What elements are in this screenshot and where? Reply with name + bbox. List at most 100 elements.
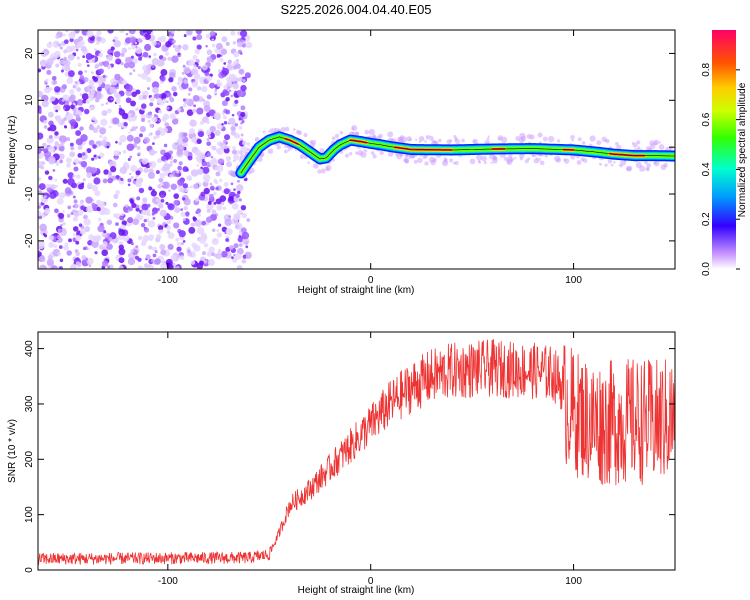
ridge-halo-dot — [277, 128, 282, 132]
ridge-halo-dot — [614, 141, 619, 146]
spectrogram-x-axis-label: Height of straight line (km) — [298, 285, 415, 296]
noise-dot — [43, 125, 48, 129]
noise-dot — [221, 123, 224, 126]
ridge-halo-dot — [601, 136, 607, 142]
noise-dot — [81, 93, 89, 100]
noise-dot — [186, 175, 192, 181]
noise-dot — [172, 91, 178, 97]
ridge-halo-dot — [422, 155, 427, 160]
noise-dot — [233, 154, 240, 161]
snr-x-tick-label: 0 — [368, 576, 374, 587]
noise-dot — [91, 157, 95, 161]
noise-dot — [138, 214, 144, 220]
noise-dot — [142, 95, 147, 100]
noise-dot — [65, 107, 69, 111]
noise-dot — [78, 223, 83, 227]
noise-dot — [231, 113, 235, 117]
noise-dot — [215, 186, 219, 191]
noise-dot — [158, 177, 164, 183]
noise-dot — [53, 244, 58, 248]
noise-dot — [231, 256, 234, 260]
noise-dot — [216, 232, 223, 238]
noise-dot — [176, 241, 181, 246]
ridge-halo-dot — [653, 141, 658, 146]
noise-dot — [232, 65, 237, 70]
noise-dot — [214, 180, 219, 185]
noise-dot — [72, 209, 76, 213]
noise-dot — [238, 77, 243, 82]
noise-dot — [74, 30, 80, 34]
noise-dot — [189, 185, 193, 189]
noise-dot — [175, 266, 180, 269]
noise-dot — [151, 207, 159, 215]
noise-dot — [82, 99, 87, 104]
noise-dot — [148, 149, 156, 156]
ridge-halo-dot — [280, 127, 286, 132]
noise-dot — [138, 205, 142, 208]
noise-dot — [242, 254, 247, 259]
noise-dot — [127, 158, 131, 161]
noise-dot — [98, 52, 104, 58]
noise-dot — [188, 87, 193, 92]
noise-dot — [169, 113, 176, 120]
noise-dot — [77, 70, 83, 76]
noise-dot — [206, 251, 213, 257]
ridge-halo-dot — [424, 161, 429, 166]
noise-dot — [131, 43, 134, 46]
noise-dot — [118, 257, 125, 264]
noise-dot — [214, 166, 219, 171]
colorbar-tick-label: 0.6 — [701, 112, 712, 126]
noise-dot — [238, 117, 242, 121]
noise-dot — [80, 45, 87, 52]
noise-dot — [225, 155, 232, 162]
noise-dot — [206, 208, 211, 213]
noise-dot — [122, 149, 127, 154]
ridge-halo-dot — [631, 141, 635, 145]
snr-y-tick-label: 0 — [24, 567, 35, 573]
ridge-halo-dot — [663, 162, 668, 168]
noise-dot — [148, 186, 153, 191]
noise-dot — [138, 56, 143, 61]
ridge-halo-dot — [510, 157, 515, 162]
noise-dot — [83, 76, 89, 83]
noise-dot — [222, 139, 228, 144]
noise-dot — [166, 219, 172, 225]
noise-dot — [152, 86, 159, 94]
noise-dot — [177, 52, 181, 56]
noise-dot — [129, 155, 133, 159]
noise-dot — [101, 249, 109, 257]
noise-dot — [206, 138, 210, 142]
noise-dot — [145, 209, 150, 214]
noise-dot — [130, 164, 138, 173]
noise-dot — [171, 30, 175, 34]
noise-dot — [232, 61, 237, 65]
noise-dot — [62, 222, 66, 226]
noise-dot — [180, 108, 185, 113]
ridge-halo-dot — [537, 157, 541, 162]
noise-dot — [103, 169, 109, 175]
noise-dot — [153, 52, 157, 57]
noise-dot — [186, 30, 193, 36]
noise-dot — [168, 150, 173, 155]
noise-dot — [100, 118, 108, 126]
noise-dot — [55, 34, 60, 39]
ridge-halo-dot — [555, 157, 562, 163]
ridge-halo-dot — [348, 151, 353, 156]
noise-dot — [65, 113, 74, 121]
noise-dot — [139, 125, 146, 133]
noise-dot — [143, 136, 150, 144]
noise-dot — [59, 266, 63, 269]
noise-dot — [182, 166, 189, 172]
noise-dot — [217, 248, 221, 252]
noise-dot — [217, 158, 225, 165]
noise-dot — [197, 213, 202, 217]
noise-dot — [129, 172, 132, 176]
ridge-halo-dot — [570, 154, 576, 160]
noise-dot — [91, 235, 99, 243]
noise-dot — [196, 107, 204, 115]
noise-dot — [183, 66, 191, 75]
noise-dot — [231, 217, 239, 225]
noise-dot — [171, 118, 179, 125]
ridge-halo-dot — [637, 146, 641, 150]
snr-x-tick-label: 100 — [565, 576, 582, 587]
